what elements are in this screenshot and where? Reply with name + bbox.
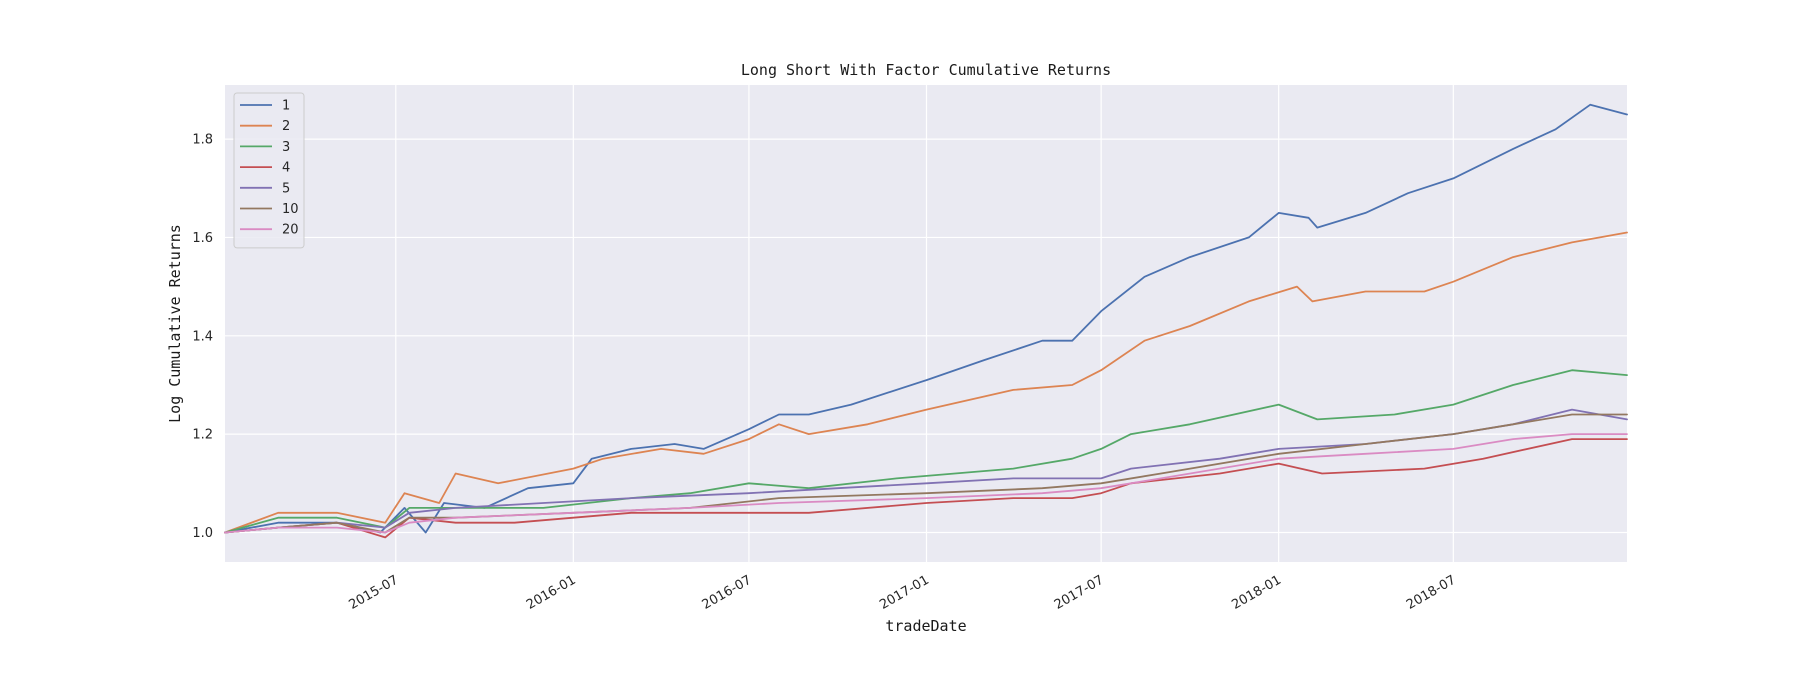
y-axis-label: Log Cumulative Returns (166, 224, 184, 423)
y-tick-label: 1.2 (192, 428, 213, 443)
x-tick-label: 2017-01 (877, 573, 932, 613)
chart-title: Long Short With Factor Cumulative Return… (741, 61, 1111, 79)
legend-label-1: 1 (282, 99, 290, 114)
x-tick-label: 2016-07 (700, 573, 755, 613)
y-tick-label: 1.4 (192, 329, 213, 344)
series-line-20 (224, 433, 1628, 534)
x-tick-label: 2015-07 (347, 573, 402, 613)
legend-label-5: 5 (282, 181, 290, 196)
series-line-2 (224, 231, 1628, 534)
y-tick-label: 1.6 (192, 231, 213, 246)
grid-lines (225, 85, 1627, 562)
x-tick-label: 2016-01 (524, 573, 579, 613)
series-lines (224, 103, 1628, 539)
series-line-3 (224, 369, 1628, 534)
legend-label-2: 2 (282, 119, 290, 134)
legend-label-4: 4 (282, 161, 290, 176)
y-axis-ticks: 1.0 1.2 1.4 1.6 1.8 (192, 133, 213, 541)
x-tick-label: 2017-07 (1052, 573, 1107, 613)
y-tick-label: 1.8 (192, 133, 213, 148)
x-tick-label: 2018-01 (1229, 573, 1284, 613)
x-tick-label: 2018-07 (1404, 573, 1459, 613)
legend: 1 2 3 4 5 10 20 (233, 92, 305, 249)
x-axis-label: tradeDate (885, 617, 966, 635)
x-axis-ticks: 2015-07 2016-01 2016-07 2017-01 2017-07 2018-… (347, 573, 1459, 613)
y-tick-label: 1.0 (192, 526, 213, 541)
legend-label-20: 20 (282, 223, 299, 238)
legend-label-3: 3 (282, 140, 290, 155)
legend-label-10: 10 (282, 202, 299, 217)
